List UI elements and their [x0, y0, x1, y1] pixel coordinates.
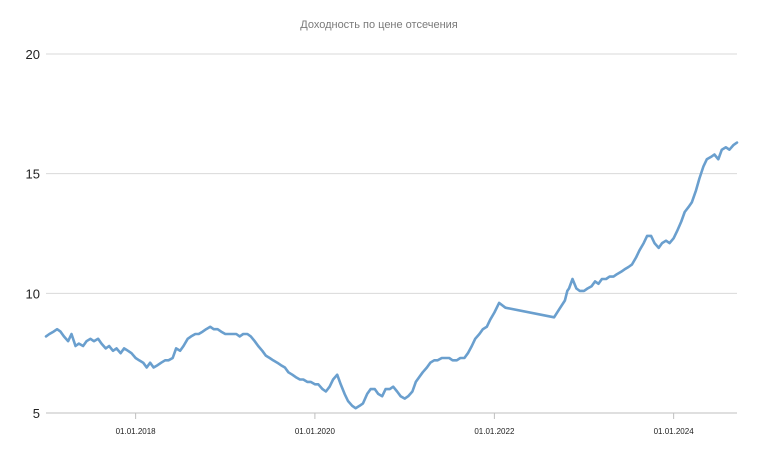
- x-tick-label: 01.01.2024: [654, 427, 695, 436]
- series-group: [44, 141, 739, 410]
- chart-title: Доходность по цене отсечения: [300, 19, 458, 31]
- x-tick-label: 01.01.2020: [295, 427, 336, 436]
- gridlines: [46, 53, 737, 294]
- series-line-0: [44, 141, 739, 410]
- y-tick-label: 15: [26, 167, 40, 182]
- x-tick-label: 01.01.2018: [116, 427, 157, 436]
- x-tick-label: 01.01.2022: [474, 427, 515, 436]
- x-axis-ticks: 01.01.2018 01.01.2020 01.01.2022 01.01.2024: [116, 413, 695, 436]
- y-tick-label: 20: [26, 47, 40, 62]
- y-tick-label: 10: [26, 286, 40, 301]
- y-tick-label: 5: [33, 406, 40, 421]
- y-axis-ticks: 5 10 15 20: [26, 47, 40, 421]
